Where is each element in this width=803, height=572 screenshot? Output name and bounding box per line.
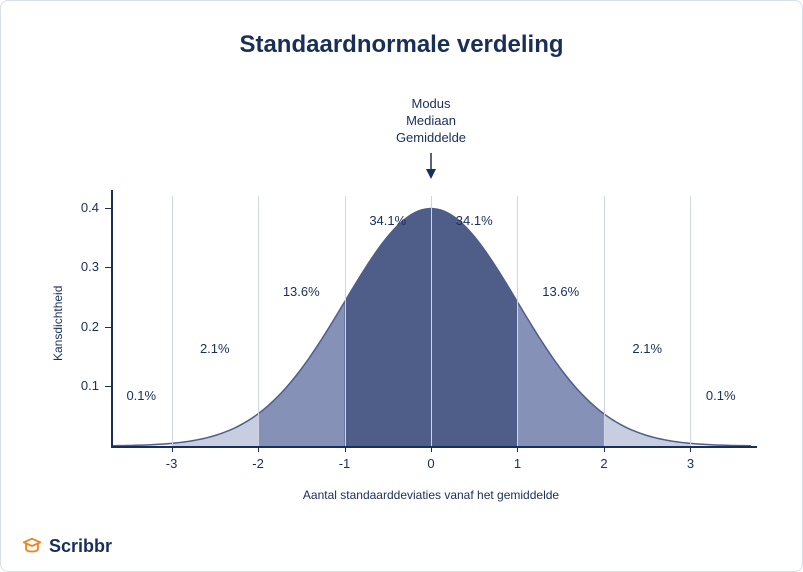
logo-icon [21, 535, 43, 557]
y-tick [105, 327, 111, 328]
percentage-label: 0.1% [696, 388, 746, 403]
y-tick-label: 0.1 [81, 378, 99, 393]
annotation-line-gemiddelde: Gemiddelde [381, 130, 481, 147]
grid-line [517, 196, 518, 446]
percentage-label: 2.1% [622, 341, 672, 356]
grid-line [258, 196, 259, 446]
distribution-region [431, 209, 517, 446]
x-tick [345, 446, 346, 452]
percentage-label: 34.1% [449, 213, 499, 228]
x-tick [690, 446, 691, 452]
logo-text: Scribbr [49, 536, 112, 557]
x-tick-label: 0 [421, 456, 441, 471]
x-axis-title: Aantal standaarddeviaties vanaf het gemi… [231, 488, 631, 502]
percentage-label: 0.1% [116, 388, 166, 403]
x-tick [172, 446, 173, 452]
y-axis-title: Kansdichtheid [51, 286, 65, 361]
distribution-region [345, 209, 431, 446]
y-tick-label: 0.3 [81, 259, 99, 274]
y-axis [111, 190, 113, 446]
y-tick-label: 0.4 [81, 200, 99, 215]
annotation-line-modus: Modus [381, 96, 481, 113]
annotation-line-mediaan: Mediaan [381, 113, 481, 130]
grid-line [690, 196, 691, 446]
grid-line [345, 196, 346, 446]
x-tick-label: -1 [335, 456, 355, 471]
percentage-label: 34.1% [363, 213, 413, 228]
percentage-label: 13.6% [536, 284, 586, 299]
x-tick-label: 1 [507, 456, 527, 471]
y-tick [105, 208, 111, 209]
x-tick-label: -3 [162, 456, 182, 471]
x-axis [111, 446, 757, 448]
percentage-label: 2.1% [190, 341, 240, 356]
y-tick [105, 386, 111, 387]
grid-line [172, 196, 173, 446]
grid-line [604, 196, 605, 446]
x-tick [258, 446, 259, 452]
center-annotation: Modus Mediaan Gemiddelde [381, 96, 481, 147]
y-tick-label: 0.2 [81, 319, 99, 334]
arrow-icon [423, 153, 439, 179]
x-tick-label: -2 [248, 456, 268, 471]
grid-line [431, 196, 432, 446]
x-tick [604, 446, 605, 452]
percentage-label: 13.6% [276, 284, 326, 299]
x-tick [517, 446, 518, 452]
y-tick [105, 267, 111, 268]
chart-title: Standaardnormale verdeling [1, 31, 802, 59]
x-tick-label: 2 [594, 456, 614, 471]
x-tick-label: 3 [680, 456, 700, 471]
logo: Scribbr [21, 535, 112, 557]
x-tick [431, 446, 432, 452]
